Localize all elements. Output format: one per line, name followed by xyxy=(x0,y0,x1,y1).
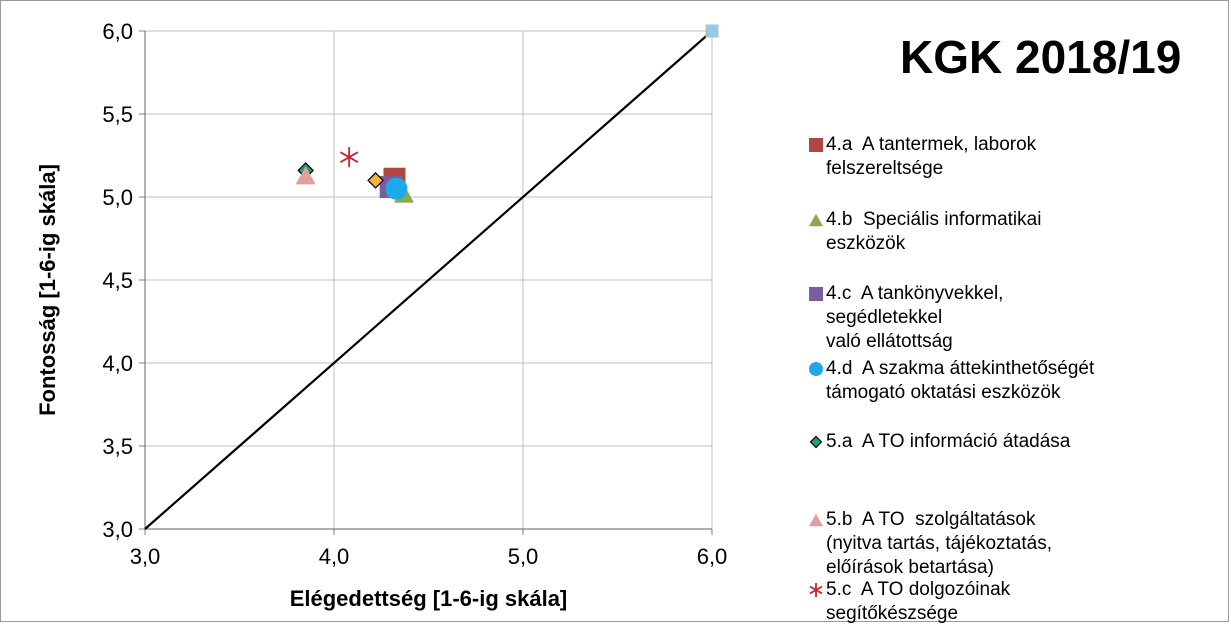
legend-marker xyxy=(809,287,823,301)
y-tick-label: 4,5 xyxy=(102,268,133,293)
x-tick-label: 5,0 xyxy=(508,544,539,569)
legend-marker xyxy=(809,513,823,527)
legend-marker xyxy=(809,138,823,152)
y-tick-label: 6,0 xyxy=(102,19,133,44)
legend-marker-shape xyxy=(809,435,823,449)
tick-labels: 3,0 4,0 5,0 6,0 3,0 3,5 4,0 4,5 5,0 5,5 6,0 xyxy=(102,19,727,569)
y-tick-label: 4,0 xyxy=(102,351,133,376)
legend-marker-shape xyxy=(809,583,823,597)
reference-line-group xyxy=(144,30,713,530)
legend-label: 4.a A tantermek, laborok felszereltsége xyxy=(826,134,1037,179)
y-axis-title: Fontosság [1-6-ig skála] xyxy=(35,164,60,416)
axes xyxy=(139,30,713,535)
legend-marker-shape xyxy=(809,213,823,227)
legend-label: 4.b Speciális informatikai eszközök xyxy=(826,209,1042,254)
y-tick-label: 5,0 xyxy=(102,185,133,210)
data-point xyxy=(339,147,359,168)
legend-marker xyxy=(809,435,823,449)
data-point xyxy=(705,24,719,38)
x-tick-label: 4,0 xyxy=(319,544,350,569)
data-point xyxy=(295,166,316,185)
x-tick-label: 3,0 xyxy=(130,544,161,569)
legend-label: 5.c A TO dolgozóinak segítőkészsége xyxy=(826,579,1011,624)
y-tick-label: 5,5 xyxy=(102,102,133,127)
x-axis-title: Elégedettség [1-6-ig skála] xyxy=(290,586,568,611)
data-point xyxy=(385,177,408,200)
legend-label: 4.c A tankönyvekkel, segédletekkel való … xyxy=(826,283,1004,352)
legend-marker-shape xyxy=(809,138,823,152)
legend-marker-shape xyxy=(809,362,823,376)
legend-label: 5.a A TO információ átadása xyxy=(826,431,1071,452)
legend-marker xyxy=(809,213,823,227)
x-tick-label: 6,0 xyxy=(697,544,728,569)
y-tick-label: 3,5 xyxy=(102,434,133,459)
legend-label: 4.d A szakma áttekinthetőségét támogató … xyxy=(826,358,1095,403)
legend-marker-shape xyxy=(809,287,823,301)
data-points xyxy=(295,24,719,203)
legend-marker xyxy=(809,362,823,376)
y-tick-label: 3,0 xyxy=(102,517,133,542)
chart-title: KGK 2018/19 xyxy=(900,31,1182,83)
legend-label: 5.b A TO szolgáltatások (nyitva tartás, … xyxy=(826,509,1052,578)
data-point xyxy=(367,172,384,189)
reference-line xyxy=(144,30,713,530)
legend-marker-shape xyxy=(809,513,823,527)
legend-marker xyxy=(809,583,823,597)
